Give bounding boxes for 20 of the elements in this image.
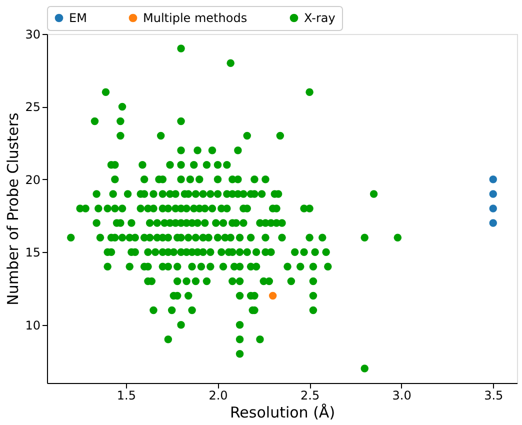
x-tick-label: 2.0 xyxy=(208,388,228,402)
point xyxy=(268,292,277,300)
y-tick-label: 25 xyxy=(25,100,40,114)
x-tick-label: 2.5 xyxy=(300,388,320,402)
point xyxy=(489,190,498,198)
y-tick-label: 10 xyxy=(25,318,40,332)
legend-label: EM xyxy=(69,11,87,25)
x-tick-label: 1.5 xyxy=(116,388,136,402)
point xyxy=(489,219,498,227)
point xyxy=(489,176,498,184)
legend-label: Multiple methods xyxy=(143,11,248,25)
y-tick-label: 20 xyxy=(25,172,40,187)
legend-label: X-ray xyxy=(304,11,336,25)
x-axis-title: Resolution (Å) xyxy=(230,404,336,422)
y-tick-label: 30 xyxy=(25,28,40,42)
x-tick-label: 3.5 xyxy=(484,388,504,402)
point xyxy=(489,204,498,212)
x-tick-label: 3.0 xyxy=(392,388,412,402)
y-axis-title: Number of Probe Clusters xyxy=(4,112,22,306)
y-tick-label: 15 xyxy=(25,246,40,260)
